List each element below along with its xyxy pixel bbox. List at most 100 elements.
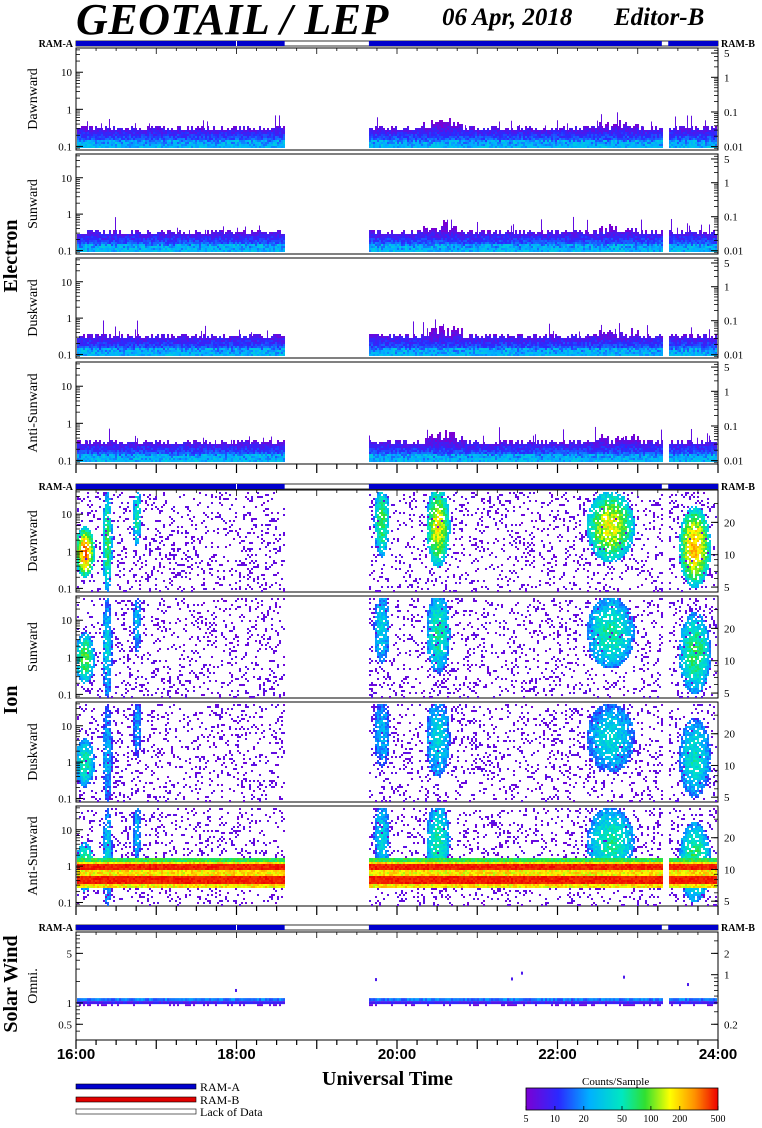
panel-label: Dawnward: [26, 510, 41, 571]
right-tick-label: 0.1: [724, 316, 738, 328]
right-tick-label: 0.1: [724, 421, 738, 433]
right-tick-label: 0.01: [724, 142, 743, 154]
left-tick-label: 0.1: [58, 245, 72, 257]
colorbar: 5 10 20 50 100 200 500: [524, 1088, 726, 1125]
group-label: Electron: [0, 220, 22, 293]
group-ion: RAM-A RAM-BIonDawnward0.111051020Sunward0…: [0, 482, 755, 915]
right-tick-label: 1: [724, 282, 730, 294]
panel-label: Sunward: [26, 179, 41, 229]
panel-ion-sunward: Sunward 0.1 1 10 5 10 20: [26, 596, 736, 701]
left-tick-label: 10: [61, 381, 73, 393]
left-tick-label: 10: [61, 615, 73, 627]
left-tick-label: 0.1: [58, 141, 72, 153]
right-tick-label: 10: [724, 864, 736, 876]
left-tick-label: 1: [67, 546, 73, 558]
date-title: 06 Apr, 2018: [442, 4, 572, 32]
legend-lack-of-data-swatch: [76, 1109, 196, 1114]
right-tick-label: 0.1: [724, 212, 738, 224]
x-tick-label: 18:00: [217, 1046, 255, 1063]
colorbar-tick-label: 50: [617, 1114, 627, 1125]
left-tick-label: 0.1: [58, 455, 72, 467]
left-tick-label: 10: [61, 509, 73, 521]
left-tick-label: 10: [61, 67, 73, 79]
right-tick-label: 5: [724, 582, 730, 594]
panel-label: Dawnward: [26, 68, 41, 129]
right-tick-label: 5: [724, 688, 730, 700]
panel-ion-dawnward: Dawnward 0.1 1 10 5 10 20: [26, 490, 736, 595]
right-tick-label: 1: [724, 386, 730, 398]
legend-ram-a-swatch: [76, 1084, 196, 1089]
legend: [76, 1084, 196, 1114]
right-tick-label: 5: [724, 154, 730, 166]
ram-bar-right-label: RAM-B: [721, 923, 755, 934]
right-tick-label: 20: [724, 833, 736, 845]
x-tick-label: 16:00: [57, 1046, 95, 1063]
left-tick-label: 5: [67, 948, 73, 960]
left-tick-label: 10: [61, 825, 73, 837]
instrument-title: GEOTAIL / LEP: [76, 0, 389, 45]
left-tick-label: 10: [61, 173, 73, 185]
panel-label: Sunward: [26, 622, 41, 672]
group-label: Solar Wind: [0, 935, 22, 1032]
left-tick-label: 1: [67, 104, 73, 116]
colorbar-tick-label: 20: [579, 1114, 589, 1125]
editor-title: Editor-B: [614, 4, 704, 32]
right-tick-label: 20: [724, 623, 736, 635]
right-tick-label: 1: [724, 178, 730, 190]
right-tick-label: 5: [724, 896, 730, 908]
right-tick-label: 20: [724, 729, 736, 741]
left-tick-label: 0.1: [58, 583, 72, 595]
legend-ram-b-swatch: [76, 1097, 196, 1102]
x-axis-title: Universal Time: [322, 1068, 453, 1091]
right-tick-label: 2: [724, 948, 730, 960]
left-tick-label: 0.1: [58, 897, 72, 909]
x-tick-label: 20:00: [378, 1046, 416, 1063]
colorbar-title: Counts/Sample: [582, 1076, 649, 1088]
x-tick-label: 24:00: [699, 1046, 737, 1063]
right-tick-label: 10: [724, 550, 736, 562]
right-tick-label: 0.1: [724, 107, 738, 119]
right-tick-label: 0.01: [724, 456, 743, 468]
panel-label: Anti-Sunward: [26, 816, 41, 895]
colorbar-tick-label: 200: [672, 1114, 687, 1125]
left-tick-label: 0.1: [58, 793, 72, 805]
right-tick-label: 10: [724, 656, 736, 668]
left-tick-label: 0.1: [58, 349, 72, 361]
panel-ion-anti-sunward: Anti-Sunward 0.1 1 10 5 10 20: [26, 806, 736, 909]
panel-label: Duskward: [26, 279, 41, 337]
left-tick-label: 1: [67, 998, 73, 1010]
legend-lack-of-data-label: Lack of Data: [200, 1105, 263, 1120]
x-tick-label: 22:00: [538, 1046, 576, 1063]
colorbar-tick-label: 500: [711, 1114, 726, 1125]
right-tick-label: 5: [724, 258, 730, 270]
panel-electron-sunward: Sunward 0.1 1 10 0.01 0.1 1 5: [26, 154, 743, 258]
colorbar-tick-label: 100: [643, 1114, 658, 1125]
left-tick-label: 0.5: [58, 1019, 72, 1031]
right-tick-label: 0.01: [724, 350, 743, 362]
left-tick-label: 1: [67, 209, 73, 221]
left-tick-label: 10: [61, 721, 73, 733]
group-electron: RAM-A RAM-BElectronDawnward0.11100.010.11…: [0, 39, 755, 473]
ram-bar-right-label: RAM-B: [721, 482, 755, 493]
panel-label: Duskward: [26, 723, 41, 781]
panel-label: Anti-Sunward: [26, 373, 41, 452]
right-tick-label: 5: [724, 792, 730, 804]
right-tick-label: 20: [724, 517, 736, 529]
ram-bar-left-label: RAM-A: [39, 39, 74, 50]
left-tick-label: 0.1: [58, 689, 72, 701]
left-tick-label: 1: [67, 652, 73, 664]
ram-bar-left-label: RAM-A: [39, 482, 74, 493]
right-tick-label: 5: [724, 362, 730, 374]
ram-bar-left-label: RAM-A: [39, 923, 74, 934]
right-tick-label: 0.01: [724, 246, 743, 258]
right-tick-label: 5: [724, 48, 730, 60]
right-tick-label: 1: [724, 970, 730, 982]
right-tick-label: 10: [724, 760, 736, 772]
left-tick-label: 1: [67, 861, 73, 873]
